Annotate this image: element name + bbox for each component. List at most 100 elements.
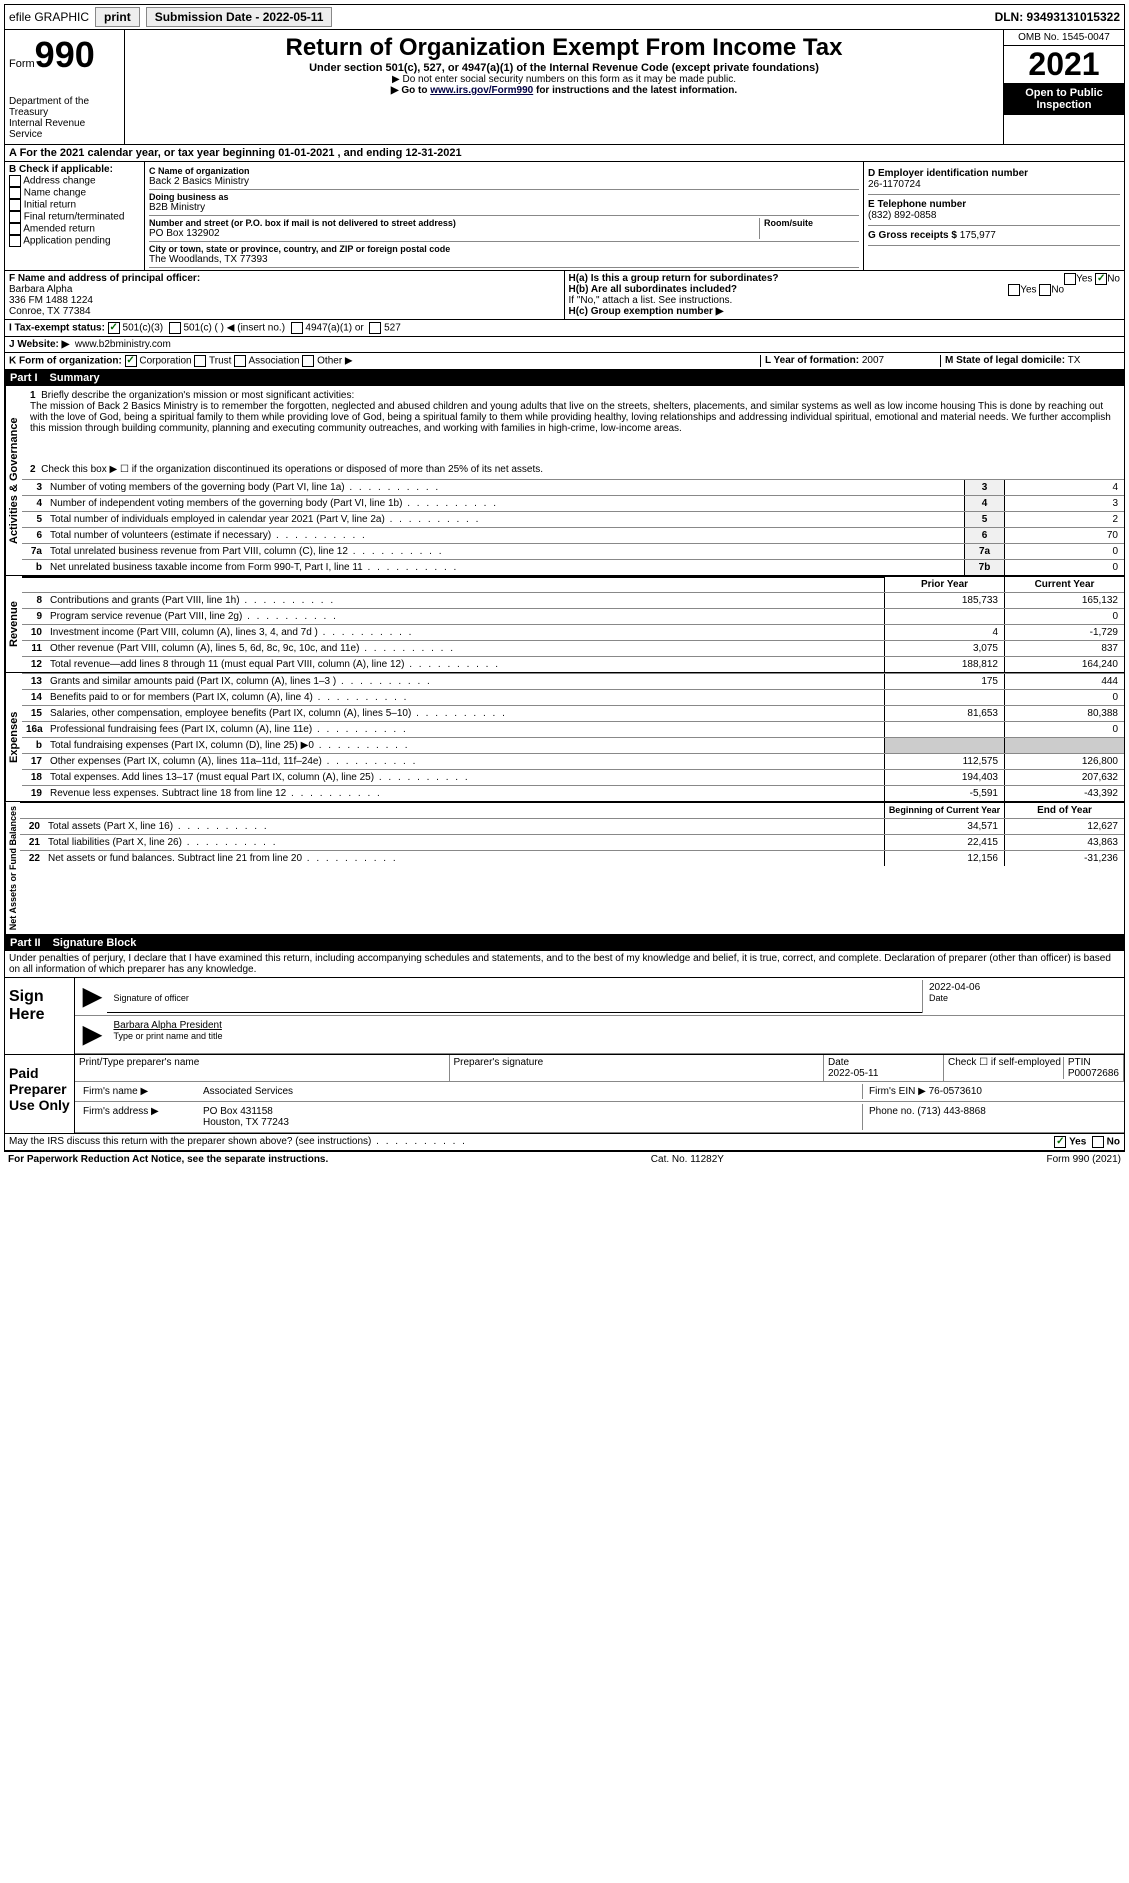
discuss-text: May the IRS discuss this return with the… [9,1136,467,1148]
cb-501c[interactable] [169,322,181,334]
cb-4947[interactable] [291,322,303,334]
table-row: 10Investment income (Part VIII, column (… [22,624,1124,640]
form-subtitle: Under section 501(c), 527, or 4947(a)(1)… [129,62,999,74]
irs-link[interactable]: www.irs.gov/Form990 [430,85,533,96]
ssn-note: ▶ Do not enter social security numbers o… [129,74,999,85]
cb-corp[interactable] [125,355,137,367]
table-row: 20Total assets (Part X, line 16)34,57112… [20,818,1124,834]
self-emp: Check ☐ if self-employed [948,1057,1063,1079]
cb-discuss-yes[interactable] [1054,1136,1066,1148]
paid-preparer-section: Paid Preparer Use Only Print/Type prepar… [4,1055,1125,1134]
table-row: 5Total number of individuals employed in… [22,511,1124,527]
officer-group-row: F Name and address of principal officer:… [4,271,1125,320]
box-f: F Name and address of principal officer:… [5,271,565,319]
sig-date: 2022-04-06 [929,982,980,993]
addr: PO Box 132902 [149,228,759,239]
table-row: 4Number of independent voting members of… [22,495,1124,511]
goto-note: ▶ Go to www.irs.gov/Form990 for instruct… [129,85,999,96]
current-year-hdr: Current Year [1004,577,1124,592]
table-row: 3Number of voting members of the governi… [22,479,1124,495]
form-990-page: efile GRAPHIC print Submission Date - 20… [0,0,1129,1171]
cb-address[interactable]: Address change [9,175,140,187]
part1-header: Part I Summary [4,370,1125,386]
table-row: bNet unrelated business taxable income f… [22,559,1124,575]
print-button[interactable]: print [95,7,140,27]
efile-label: efile GRAPHIC [9,10,89,24]
year-block: OMB No. 1545-0047 2021 Open to Public In… [1004,30,1124,144]
rev-header: Prior Year Current Year [22,576,1124,592]
ptin: P00072686 [1068,1068,1119,1079]
website-lbl: J Website: ▶ [9,339,69,350]
table-row: 12Total revenue—add lines 8 through 11 (… [22,656,1124,672]
table-row: 21Total liabilities (Part X, line 26)22,… [20,834,1124,850]
footer: For Paperwork Reduction Act Notice, see … [4,1151,1125,1167]
cb-initial[interactable]: Initial return [9,199,140,211]
firm-addr-lbl: Firm's address ▶ [77,1104,197,1130]
irs-label: Internal Revenue Service [9,118,120,140]
table-row: 13Grants and similar amounts paid (Part … [22,673,1124,689]
perjury-decl: Under penalties of perjury, I declare th… [4,951,1125,978]
cat-no: Cat. No. 11282Y [651,1154,724,1165]
hc-lbl: H(c) Group exemption number ▶ [569,306,724,317]
hb-note: If "No," attach a list. See instructions… [569,295,1121,306]
cb-501c3[interactable] [108,322,120,334]
part2-title: Signature Block [53,937,137,949]
sig-officer-lbl: Signature of officer [113,993,188,1003]
form-title: Return of Organization Exempt From Incom… [129,34,999,62]
form-header: Form990 Department of the Treasury Inter… [4,30,1125,145]
table-row: 19Revenue less expenses. Subtract line 1… [22,785,1124,801]
entity-info: B Check if applicable: Address change Na… [4,162,1125,271]
city: The Woodlands, TX 77393 [149,254,859,265]
begin-hdr: Beginning of Current Year [884,803,1004,818]
phone-val: (832) 892-0858 [868,210,1120,221]
table-row: 8Contributions and grants (Part VIII, li… [22,592,1124,608]
table-row: 11Other revenue (Part VIII, column (A), … [22,640,1124,656]
pra-notice: For Paperwork Reduction Act Notice, see … [8,1154,328,1165]
cb-trust[interactable] [194,355,206,367]
date-lbl: Date [929,993,948,1003]
hb-lbl: H(b) Are all subordinates included? [569,284,738,295]
phone-lbl: E Telephone number [868,199,1120,210]
cb-527[interactable] [369,322,381,334]
dept-label: Department of the Treasury [9,96,120,118]
paid-preparer-label: Paid Preparer Use Only [5,1055,75,1133]
line2: 2 Check this box ▶ ☐ if the organization… [22,460,1124,479]
prep-name-lbl: Print/Type preparer's name [75,1055,450,1082]
cb-pending[interactable]: Application pending [9,235,140,247]
part2-label: Part II [10,937,53,949]
netassets-section: Net Assets or Fund Balances Beginning of… [4,802,1125,935]
net-sidebar: Net Assets or Fund Balances [5,802,20,934]
box-h: H(a) Is this a group return for subordin… [565,271,1125,319]
prior-year-hdr: Prior Year [884,577,1004,592]
officer-addr2: Conroe, TX 77384 [9,306,91,317]
ein-val: 26-1170724 [868,179,1120,190]
city-lbl: City or town, state or province, country… [149,244,859,254]
sig-arrow-icon-2: ▶ [77,1018,107,1051]
ein-lbl: D Employer identification number [868,168,1120,179]
discuss-row: May the IRS discuss this return with the… [4,1134,1125,1151]
firm-name-lbl: Firm's name ▶ [77,1084,197,1099]
gross-val: 175,977 [960,230,996,241]
cb-name[interactable]: Name change [9,187,140,199]
cb-assoc[interactable] [234,355,246,367]
officer-name: Barbara Alpha [9,284,72,295]
org-name-lbl: C Name of organization [149,166,859,176]
sig-arrow-icon: ▶ [77,980,107,1013]
rev-sidebar: Revenue [5,576,22,672]
line1: 1 Briefly describe the organization's mi… [22,386,1124,460]
period-row: A For the 2021 calendar year, or tax yea… [4,145,1125,162]
mission-text: The mission of Back 2 Basics Ministry is… [30,401,1111,434]
officer-title-lbl: Type or print name and title [113,1031,222,1041]
exp-sidebar: Expenses [5,673,22,801]
form-ref: Form 990 (2021) [1047,1154,1121,1165]
box-d-e-g: D Employer identification number26-11707… [864,162,1124,270]
form-org-lbl: K Form of organization: [9,356,122,367]
table-row: 6Total number of volunteers (estimate if… [22,527,1124,543]
cb-other[interactable] [302,355,314,367]
cb-final[interactable]: Final return/terminated [9,211,140,223]
tax-year: 2021 [1004,46,1124,83]
goto-post: for instructions and the latest informat… [533,85,737,96]
cb-amended[interactable]: Amended return [9,223,140,235]
room-lbl: Room/suite [764,218,859,228]
cb-discuss-no[interactable] [1092,1136,1104,1148]
